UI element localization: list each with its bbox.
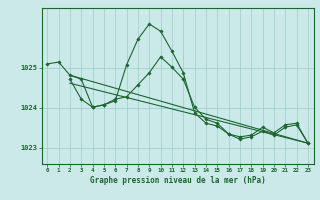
- X-axis label: Graphe pression niveau de la mer (hPa): Graphe pression niveau de la mer (hPa): [90, 176, 266, 185]
